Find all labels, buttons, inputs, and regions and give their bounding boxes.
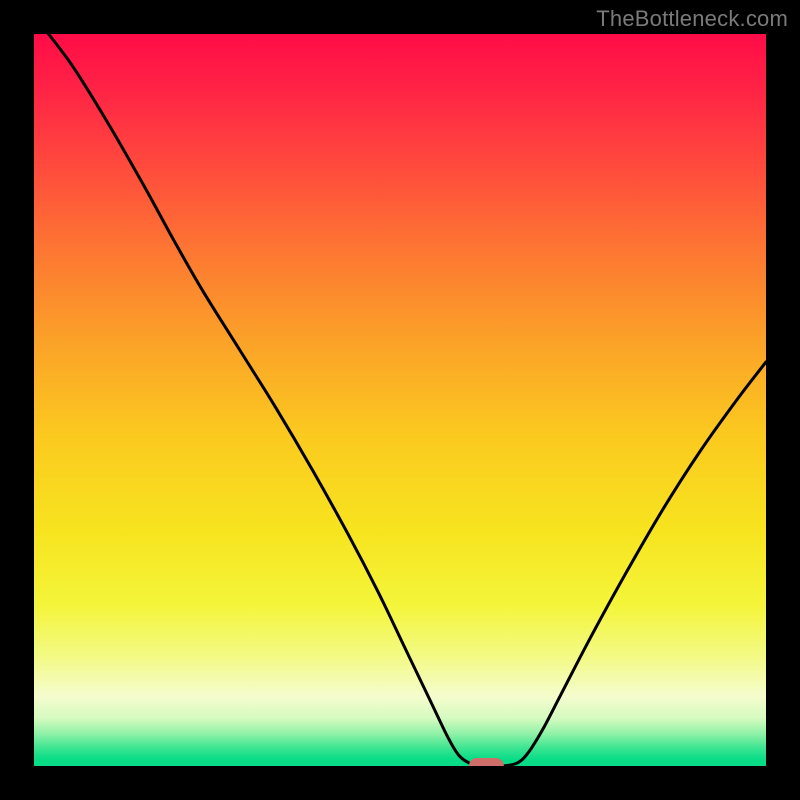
chart-container: TheBottleneck.com [0,0,800,800]
watermark-text: TheBottleneck.com [596,6,788,32]
chart-svg [34,34,766,766]
plot-area [34,34,766,766]
bottleneck-curve [34,34,766,766]
optimum-marker [469,758,504,766]
